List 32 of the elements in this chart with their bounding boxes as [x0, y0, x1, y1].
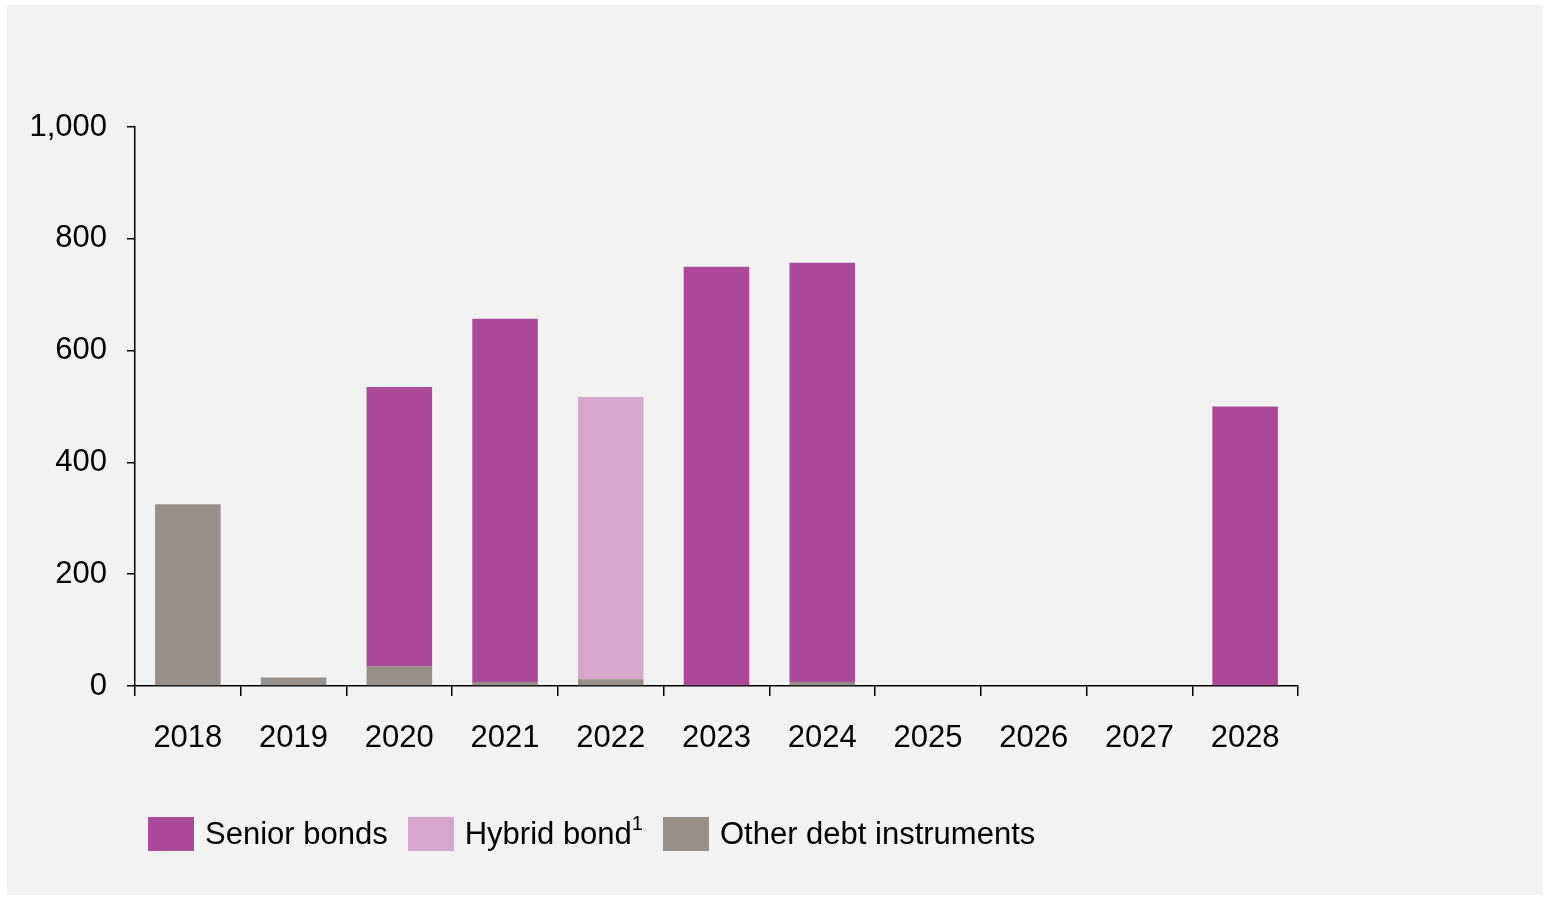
x-tick-label: 2023 [682, 719, 751, 755]
bar [1212, 406, 1278, 686]
bar [789, 682, 855, 686]
bar [155, 504, 221, 686]
x-tick-label: 2025 [893, 719, 963, 755]
y-tick-label: 200 [55, 554, 107, 590]
x-tick-label: 2019 [259, 719, 329, 755]
y-tick-label: 400 [55, 442, 107, 478]
x-tick-label: 2022 [576, 719, 646, 755]
x-tick-label: 2021 [470, 719, 540, 755]
legend-label: Other debt instruments [719, 816, 1036, 852]
bar [366, 386, 433, 667]
x-tick-label: 2018 [153, 719, 223, 755]
x-tick-label: 2020 [364, 719, 434, 755]
x-tick-label: 2026 [999, 719, 1069, 755]
y-tick-label: 800 [55, 219, 107, 255]
bar [683, 266, 750, 686]
bar [789, 262, 855, 683]
legend-label: Senior bonds [205, 816, 388, 852]
bar [578, 679, 644, 686]
bar [472, 682, 538, 686]
bar [260, 677, 327, 686]
bar [366, 666, 433, 686]
x-tick-label: 2024 [787, 719, 857, 755]
bar [472, 318, 538, 683]
legend-label: Hybrid bond$^{1}$ [464, 811, 643, 852]
x-tick-label: 2028 [1210, 719, 1280, 755]
x-tick-label: 2027 [1104, 719, 1174, 755]
bar [578, 397, 644, 680]
y-tick-label: 1,000 [29, 107, 107, 143]
y-tick-label: 0 [89, 666, 107, 702]
y-tick-label: 600 [55, 331, 107, 367]
